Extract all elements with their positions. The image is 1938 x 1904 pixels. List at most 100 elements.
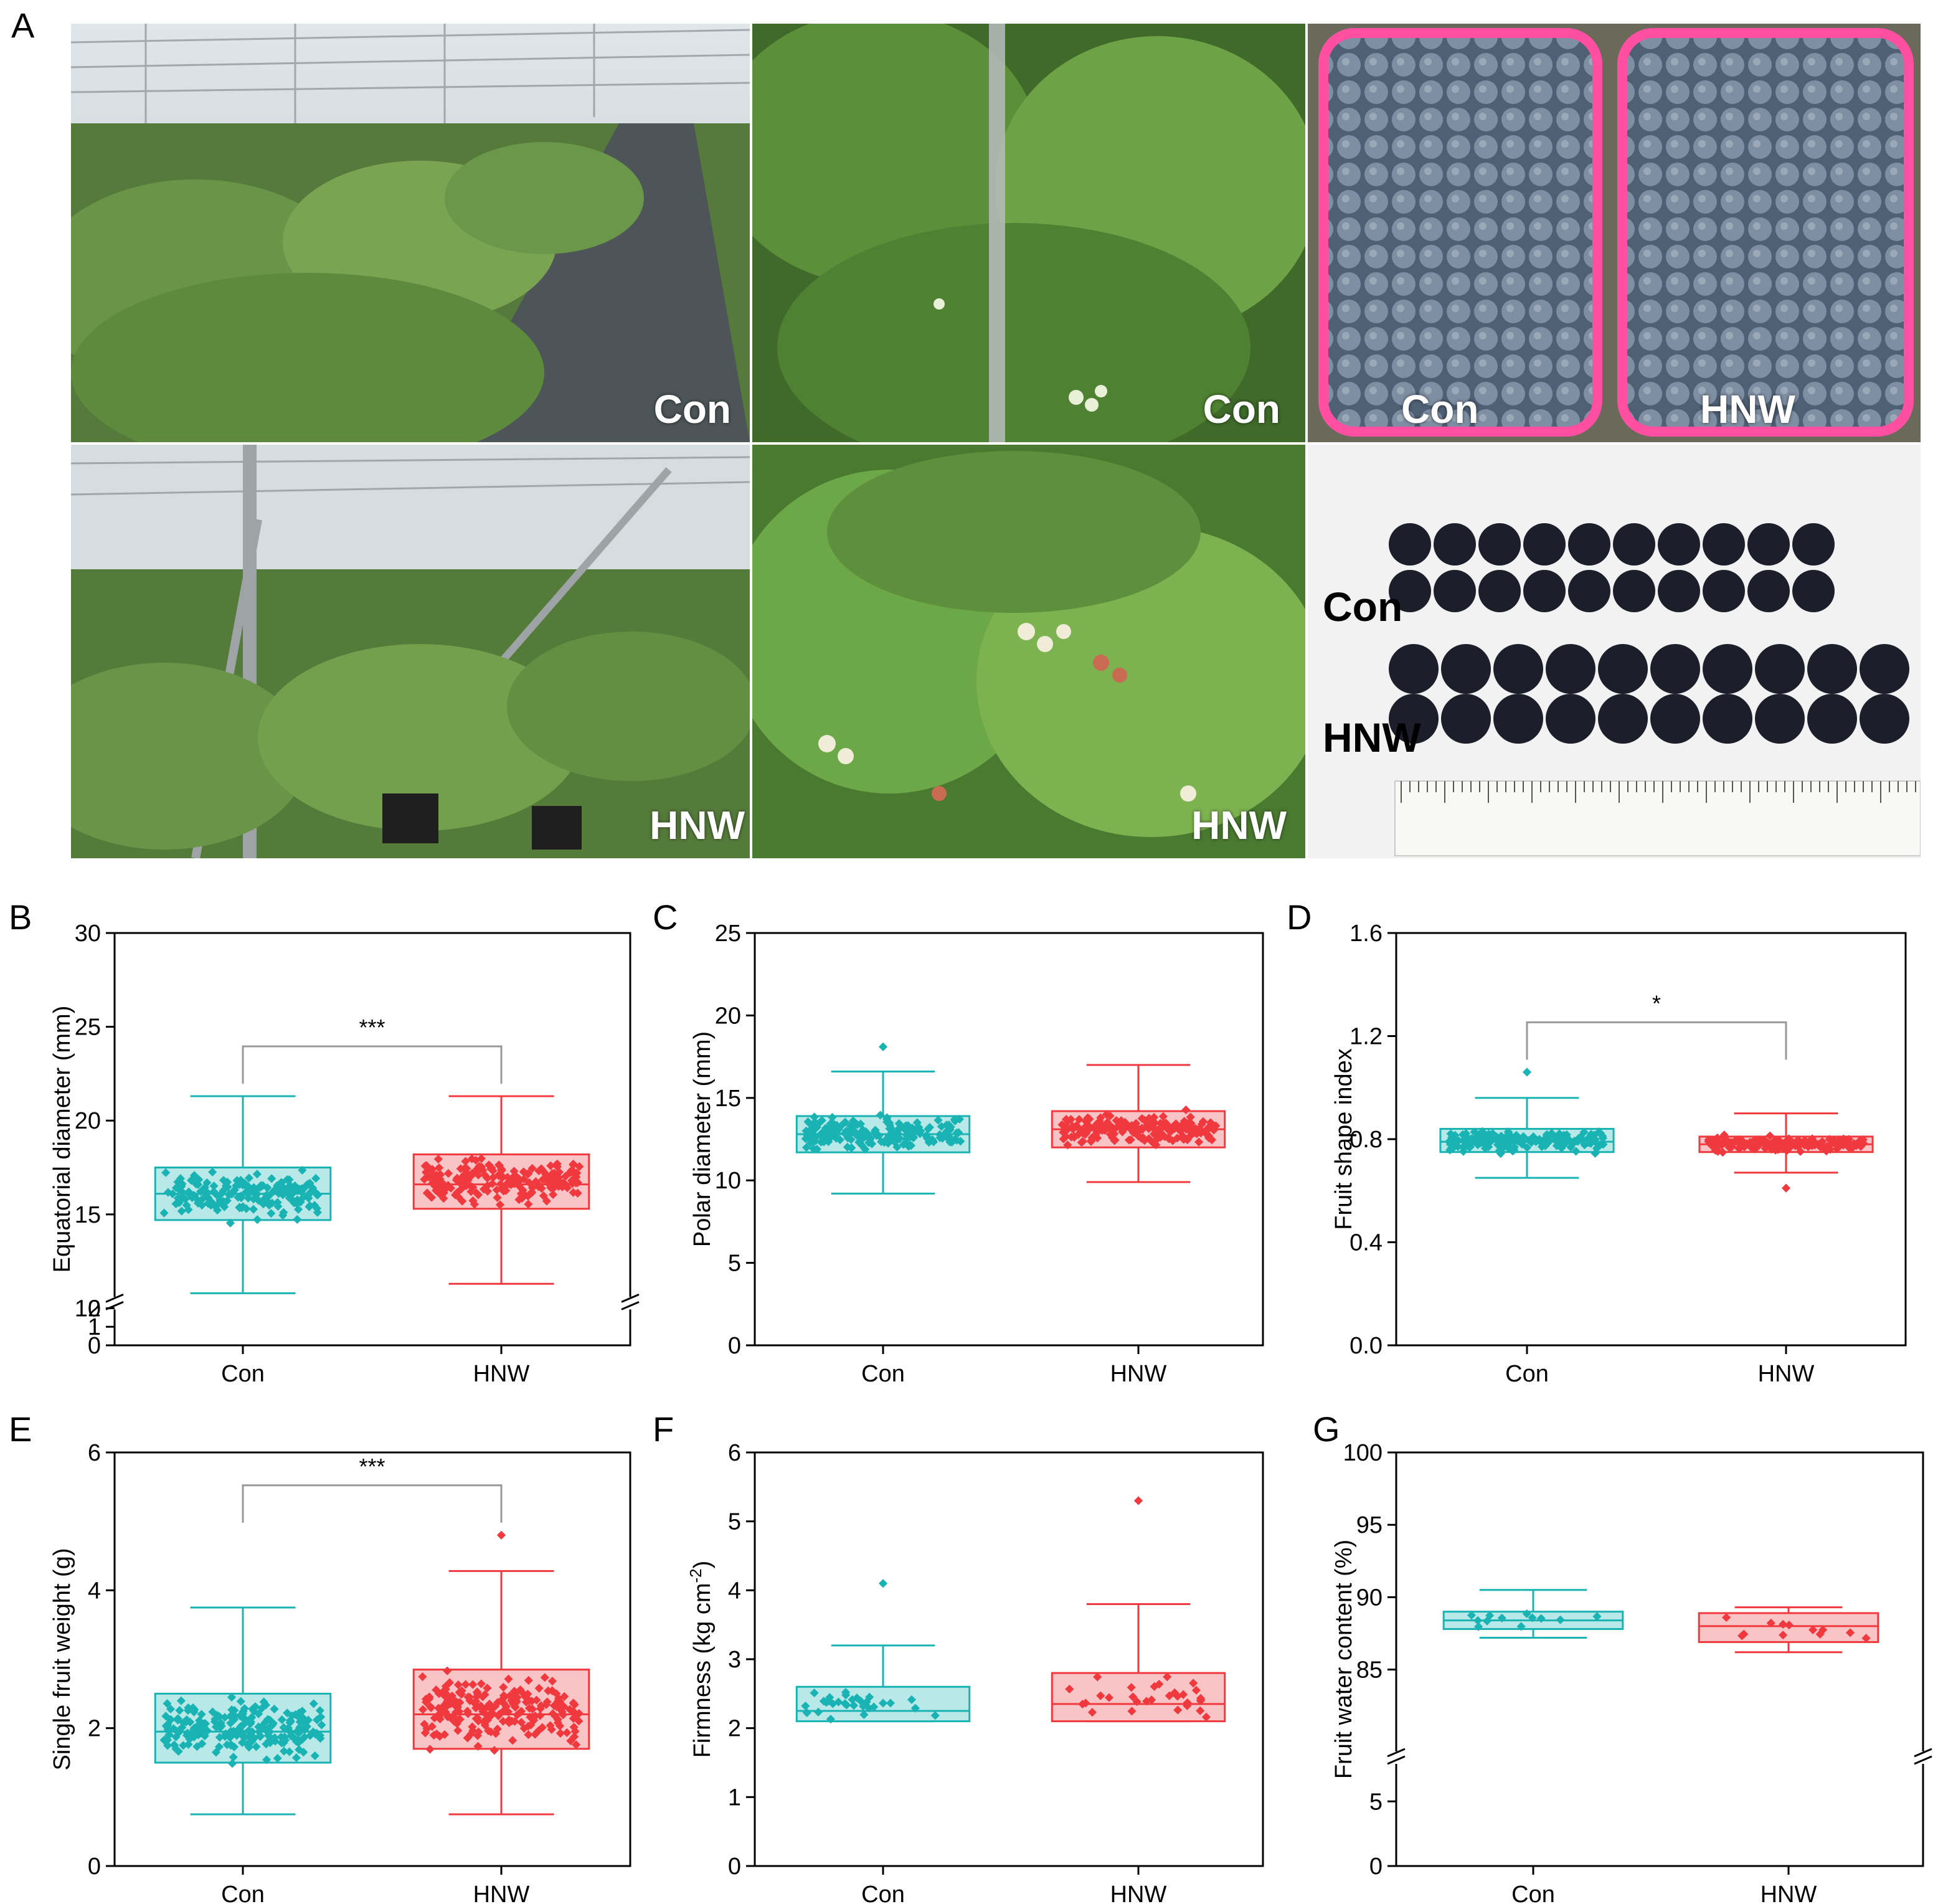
data-point [267, 1174, 277, 1183]
data-point [562, 1728, 572, 1738]
data-point [493, 1724, 502, 1734]
data-point [517, 1718, 526, 1727]
data-point [534, 1684, 544, 1693]
data-point [803, 1131, 812, 1140]
x-tick-label: HNW [473, 1882, 530, 1904]
data-point [200, 1731, 209, 1741]
axis-break-mark [621, 1301, 640, 1310]
data-point [1467, 1611, 1477, 1620]
data-point [552, 1702, 562, 1712]
data-point [279, 1746, 289, 1756]
data-point [1835, 1139, 1844, 1148]
photo-berry-rows: Con HNW [1308, 445, 1921, 858]
data-point [508, 1736, 518, 1745]
data-point [531, 1177, 541, 1186]
data-point [945, 1125, 955, 1134]
data-point [1511, 1130, 1521, 1140]
data-point [570, 1732, 579, 1741]
data-point [1844, 1135, 1854, 1144]
data-point [1587, 1129, 1596, 1139]
data-point [809, 1144, 818, 1153]
data-point [302, 1722, 311, 1731]
data-point [1464, 1135, 1473, 1144]
data-point [429, 1730, 438, 1740]
data-point [907, 1129, 917, 1139]
data-point [1153, 1129, 1162, 1138]
data-point [1198, 1117, 1208, 1126]
data-point [235, 1711, 245, 1721]
data-point [190, 1705, 199, 1715]
data-point [882, 1134, 892, 1143]
data-point [499, 1691, 509, 1700]
data-point [534, 1726, 544, 1735]
data-point [1837, 1136, 1846, 1146]
data-point [1720, 1134, 1729, 1143]
box-con [154, 1606, 332, 1816]
data-point [947, 1137, 957, 1147]
data-point [1845, 1139, 1855, 1149]
data-point [1445, 1145, 1455, 1155]
data-point [1189, 1128, 1199, 1137]
data-point [305, 1202, 314, 1211]
data-point [1132, 1130, 1142, 1139]
data-point [1771, 1140, 1780, 1150]
data-point [1081, 1698, 1090, 1708]
data-point [263, 1183, 272, 1193]
data-point [227, 1759, 237, 1768]
data-point [1769, 1137, 1778, 1147]
data-point [491, 1729, 501, 1738]
data-point [1515, 1134, 1524, 1144]
data-point [569, 1159, 578, 1169]
data-point [1561, 1132, 1571, 1141]
data-point [507, 1173, 517, 1183]
data-point [1513, 1137, 1523, 1146]
data-point [858, 1134, 867, 1143]
data-point [226, 1740, 235, 1750]
data-point [445, 1678, 455, 1687]
data-point [1762, 1139, 1772, 1148]
data-point [249, 1707, 258, 1716]
data-point [884, 1139, 893, 1148]
data-point [1156, 1122, 1166, 1132]
data-point [464, 1173, 473, 1183]
data-point [174, 1198, 184, 1208]
plot-frame [754, 932, 1264, 1347]
data-point [470, 1699, 480, 1708]
data-point [1147, 1695, 1156, 1705]
data-point [844, 1130, 854, 1140]
data-point [928, 1135, 937, 1145]
y-tick-label: 0.4 [1350, 1230, 1383, 1256]
data-point [1140, 1115, 1149, 1125]
data-point [1171, 1119, 1181, 1129]
data-point [935, 1133, 945, 1142]
data-point [474, 1170, 483, 1180]
data-point [1760, 1138, 1769, 1147]
data-point [955, 1114, 964, 1124]
data-point [296, 1197, 305, 1207]
data-point [428, 1175, 438, 1184]
data-point [1482, 1616, 1491, 1626]
data-point [909, 1132, 918, 1142]
data-point [237, 1193, 246, 1203]
data-point [164, 1726, 174, 1736]
y-tick-label: 100 [1343, 1440, 1383, 1466]
data-point [514, 1195, 524, 1205]
data-point [295, 1727, 305, 1736]
data-point [210, 1202, 220, 1211]
data-point [802, 1708, 811, 1718]
data-point [1144, 1134, 1153, 1144]
data-point [1156, 1133, 1165, 1142]
data-point [1524, 1135, 1534, 1145]
data-point [1110, 1135, 1120, 1145]
data-point [1500, 1134, 1509, 1144]
data-point [265, 1736, 274, 1745]
data-point [519, 1175, 529, 1184]
data-point [1706, 1136, 1716, 1145]
data-point [541, 1170, 551, 1179]
data-point [895, 1123, 904, 1132]
data-point [507, 1717, 516, 1726]
data-point [305, 1178, 314, 1188]
data-point [1061, 1122, 1071, 1132]
data-point [488, 1173, 498, 1182]
data-point [439, 1690, 448, 1700]
